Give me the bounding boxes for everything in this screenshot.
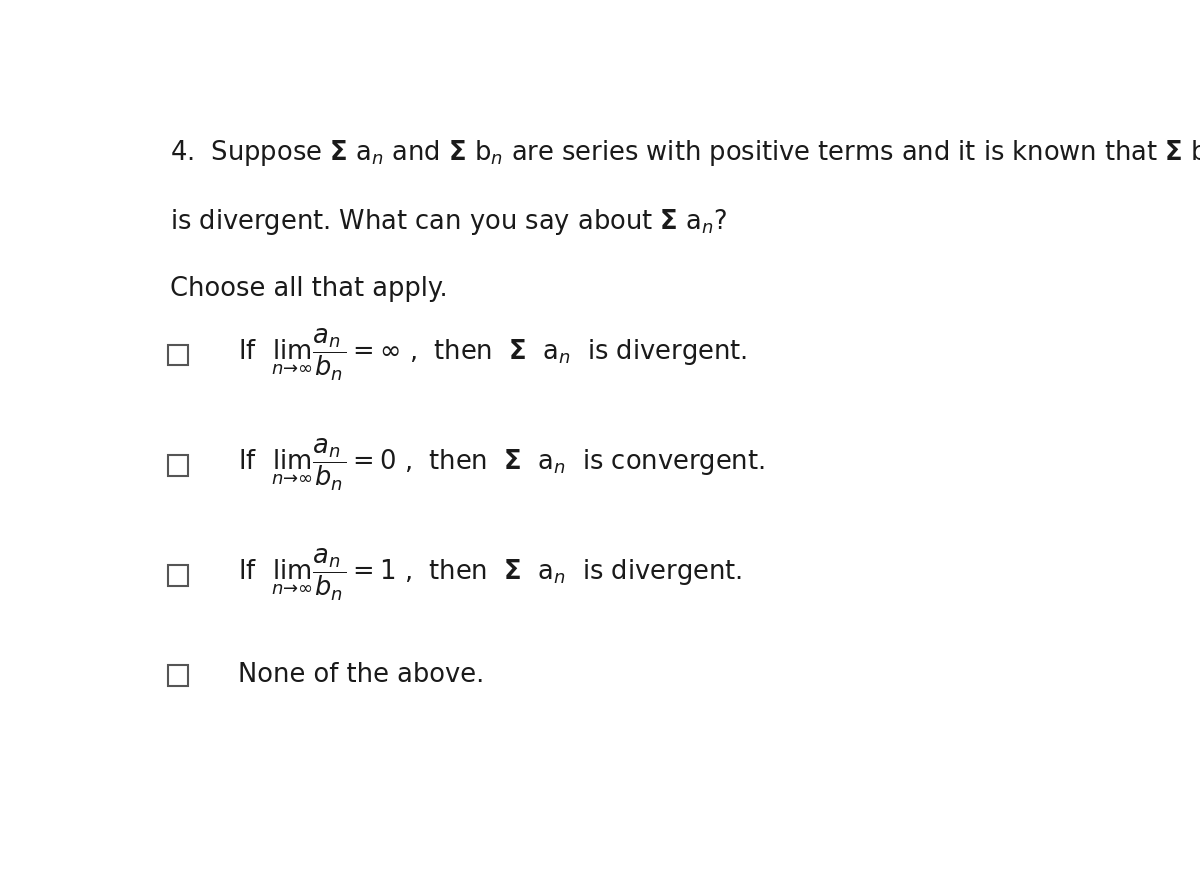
- Text: If  $\lim_{n\to\infty}\dfrac{a_n}{b_n} = 0$ ,  then  $\boldsymbol{\Sigma}$  a$_n: If $\lim_{n\to\infty}\dfrac{a_n}{b_n} = …: [239, 437, 766, 493]
- Text: If  $\lim_{n\to\infty}\dfrac{a_n}{b_n} = 1$ ,  then  $\boldsymbol{\Sigma}$  a$_n: If $\lim_{n\to\infty}\dfrac{a_n}{b_n} = …: [239, 547, 743, 603]
- Text: Choose all that apply.: Choose all that apply.: [170, 276, 448, 302]
- Text: If  $\lim_{n\to\infty}\dfrac{a_n}{b_n} = \infty$ ,  then  $\boldsymbol{\Sigma}$ : If $\lim_{n\to\infty}\dfrac{a_n}{b_n} = …: [239, 327, 748, 384]
- Text: None of the above.: None of the above.: [239, 662, 485, 688]
- FancyBboxPatch shape: [168, 565, 188, 586]
- FancyBboxPatch shape: [168, 455, 188, 476]
- Text: is divergent. What can you say about $\boldsymbol{\Sigma}$ a$_n$?: is divergent. What can you say about $\b…: [170, 207, 728, 237]
- Text: 4.  Suppose $\boldsymbol{\Sigma}$ a$_n$ and $\boldsymbol{\Sigma}$ b$_n$ are seri: 4. Suppose $\boldsymbol{\Sigma}$ a$_n$ a…: [170, 139, 1200, 168]
- FancyBboxPatch shape: [168, 665, 188, 686]
- FancyBboxPatch shape: [168, 345, 188, 366]
